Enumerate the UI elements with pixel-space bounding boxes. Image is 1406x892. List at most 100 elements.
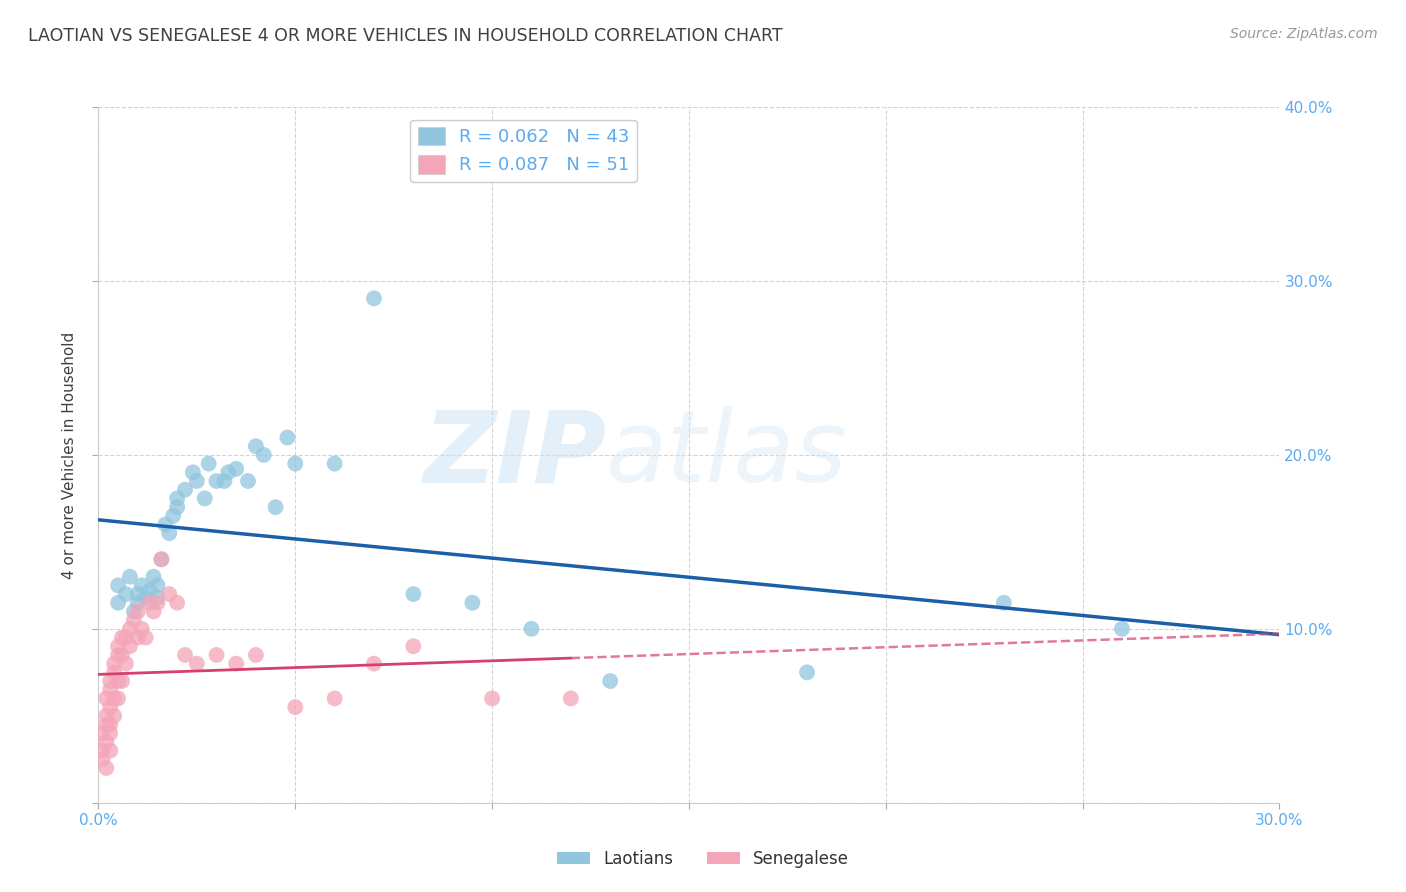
Point [186, 474, 208, 488]
Point [481, 691, 503, 706]
Point [98, 674, 121, 689]
Point [103, 657, 125, 671]
Point [276, 431, 298, 445]
Text: atlas: atlas [606, 407, 848, 503]
Point [162, 508, 184, 523]
Point [205, 474, 228, 488]
Point [166, 491, 188, 506]
Point [142, 570, 165, 584]
Point [245, 648, 267, 662]
Point [98, 682, 121, 697]
Point [993, 596, 1015, 610]
Point [142, 605, 165, 619]
Point [107, 596, 129, 610]
Point [284, 457, 307, 471]
Point [217, 466, 239, 480]
Point [225, 462, 247, 476]
Point [174, 648, 197, 662]
Text: LAOTIAN VS SENEGALESE 4 OR MORE VEHICLES IN HOUSEHOLD CORRELATION CHART: LAOTIAN VS SENEGALESE 4 OR MORE VEHICLES… [28, 27, 783, 45]
Point [107, 674, 129, 689]
Point [107, 578, 129, 592]
Point [107, 648, 129, 662]
Point [96, 761, 118, 775]
Legend: R = 0.062   N = 43, R = 0.087   N = 51: R = 0.062 N = 43, R = 0.087 N = 51 [411, 120, 637, 182]
Point [115, 587, 138, 601]
Point [131, 622, 153, 636]
Point [122, 613, 145, 627]
Point [135, 631, 157, 645]
Point [166, 596, 188, 610]
Point [150, 552, 173, 566]
Point [174, 483, 197, 497]
Point [127, 605, 149, 619]
Point [96, 717, 118, 731]
Point [150, 552, 173, 566]
Point [157, 587, 180, 601]
Point [146, 578, 169, 592]
Point [118, 639, 141, 653]
Point [363, 657, 385, 671]
Point [118, 570, 141, 584]
Point [796, 665, 818, 680]
Point [96, 735, 118, 749]
Point [98, 717, 121, 731]
Point [186, 657, 208, 671]
Point [363, 291, 385, 305]
Point [122, 605, 145, 619]
Point [115, 657, 138, 671]
Point [107, 639, 129, 653]
Point [138, 596, 160, 610]
Point [146, 591, 169, 605]
Text: ZIP: ZIP [423, 407, 606, 503]
Point [264, 500, 287, 514]
Point [236, 474, 259, 488]
Legend: Laotians, Senegalese: Laotians, Senegalese [550, 844, 856, 875]
Point [96, 708, 118, 723]
Point [560, 691, 582, 706]
Point [146, 596, 169, 610]
Point [98, 744, 121, 758]
Point [103, 691, 125, 706]
Point [118, 622, 141, 636]
Point [599, 674, 621, 689]
Point [1111, 622, 1133, 636]
Point [194, 491, 217, 506]
Point [284, 700, 307, 714]
Point [91, 744, 114, 758]
Point [103, 665, 125, 680]
Point [402, 639, 425, 653]
Point [138, 583, 160, 598]
Point [225, 657, 247, 671]
Point [111, 674, 134, 689]
Point [461, 596, 484, 610]
Point [103, 708, 125, 723]
Point [520, 622, 543, 636]
Point [402, 587, 425, 601]
Text: Source: ZipAtlas.com: Source: ZipAtlas.com [1230, 27, 1378, 41]
Point [91, 752, 114, 766]
Point [323, 457, 346, 471]
Point [155, 517, 177, 532]
Point [111, 631, 134, 645]
Point [166, 500, 188, 514]
Point [131, 578, 153, 592]
Point [157, 526, 180, 541]
Point [98, 726, 121, 740]
Point [107, 691, 129, 706]
Point [111, 648, 134, 662]
Point [135, 591, 157, 605]
Point [98, 700, 121, 714]
Point [245, 439, 267, 453]
Point [181, 466, 204, 480]
Point [197, 457, 219, 471]
Point [205, 648, 228, 662]
Point [127, 596, 149, 610]
Point [115, 631, 138, 645]
Point [214, 474, 236, 488]
Point [91, 726, 114, 740]
Y-axis label: 4 or more Vehicles in Household: 4 or more Vehicles in Household [62, 331, 77, 579]
Point [96, 691, 118, 706]
Point [323, 691, 346, 706]
Point [127, 631, 149, 645]
Point [127, 587, 149, 601]
